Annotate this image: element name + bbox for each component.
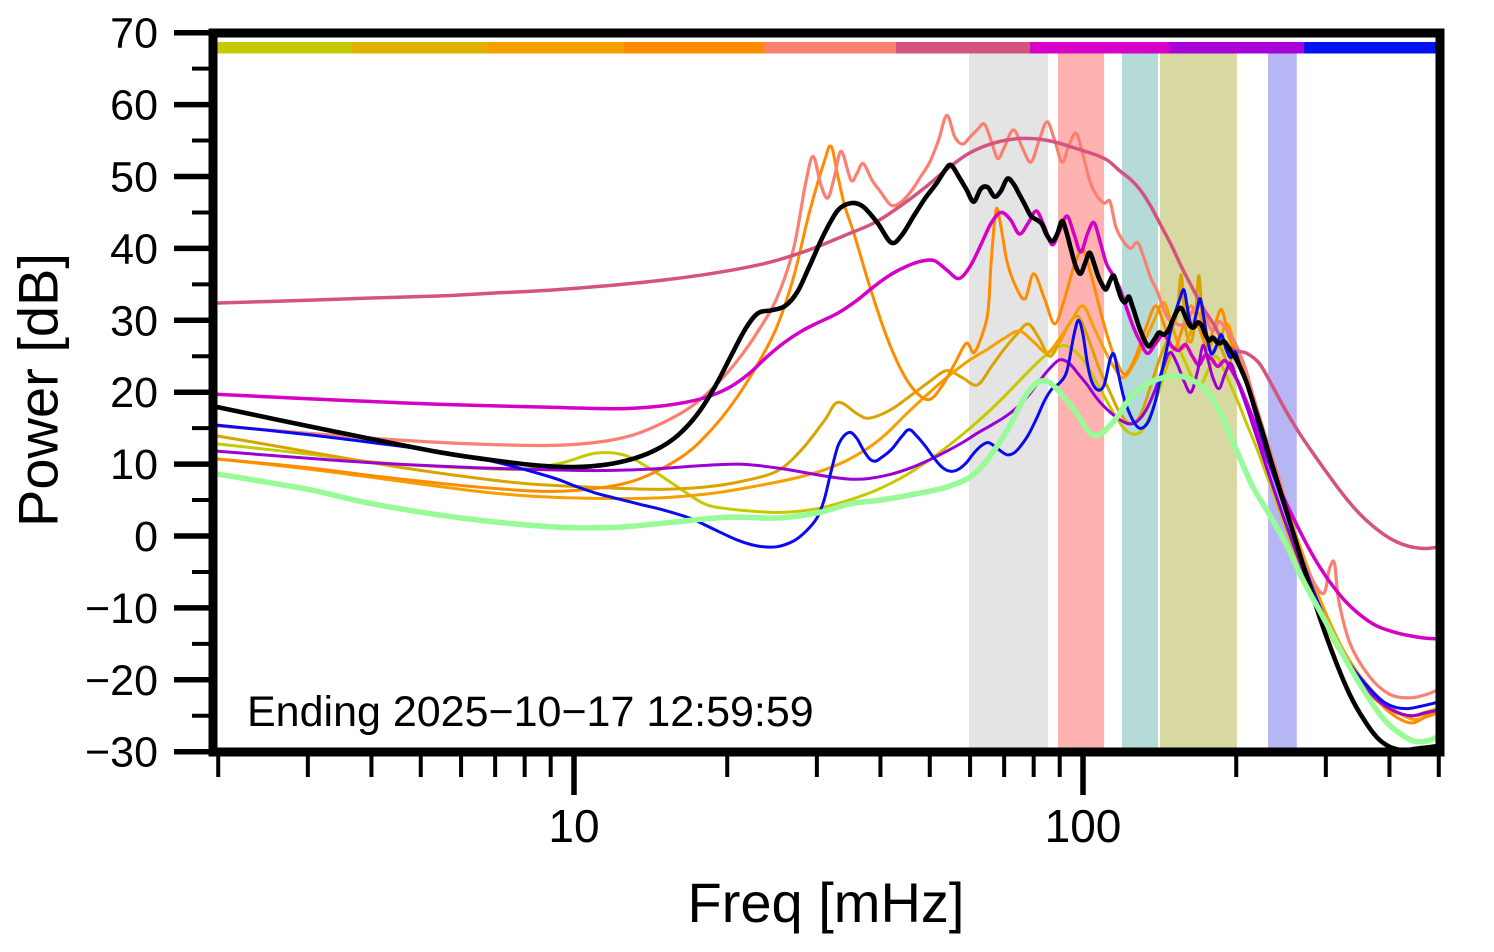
y-axis-title: Power [dB] [6,253,70,527]
spectra-curves [217,113,1436,748]
y-tick-label-neg10: −10 [85,585,158,633]
axis-ticks [174,29,1441,795]
y-tick-label-50: 50 [110,154,158,202]
y-tick-label-neg20: −20 [85,657,158,705]
colorbar-segment-1 [217,42,353,54]
series-rose [217,136,1436,551]
y-tick-label-neg30: −30 [85,729,158,777]
series-purple [217,343,1436,718]
colorbar-segment-9 [1304,42,1437,54]
series-black [217,162,1436,748]
colorbar-segment-3 [487,42,625,54]
highlight-bands [969,42,1297,748]
y-tick-label-70: 70 [110,10,158,58]
ending-timestamp-annotation: Ending 2025−10−17 12:59:59 [247,688,814,736]
y-tick-label-0: 0 [134,513,158,561]
x-tick-label-100: 100 [1045,800,1122,852]
series-blue [217,288,1436,711]
band-gray [969,42,1049,748]
series-salmon [217,113,1436,700]
x-tick-label-10: 10 [548,800,599,852]
colorbar-segment-5 [764,42,897,54]
series-magenta [217,209,1436,641]
band-khaki [1160,42,1237,748]
y-tick-label-10: 10 [110,441,158,489]
series-olive [217,343,1436,718]
top-colorbar [217,42,1437,54]
colorbar-segment-8 [1169,42,1305,54]
colorbar-segment-7 [1030,42,1170,54]
x-axis-title: Freq [mHz] [687,871,965,934]
colorbar-segment-2 [352,42,489,54]
colorbar-segment-6 [896,42,1031,54]
axes-frame [208,28,1445,757]
colorbar-segment-4 [624,42,765,54]
y-tick-label-20: 20 [110,369,158,417]
band-lavender [1268,42,1297,748]
y-tick-label-30: 30 [110,297,158,345]
y-tick-label-40: 40 [110,225,158,273]
series-palegreen [217,373,1436,745]
y-tick-label-60: 60 [110,82,158,130]
